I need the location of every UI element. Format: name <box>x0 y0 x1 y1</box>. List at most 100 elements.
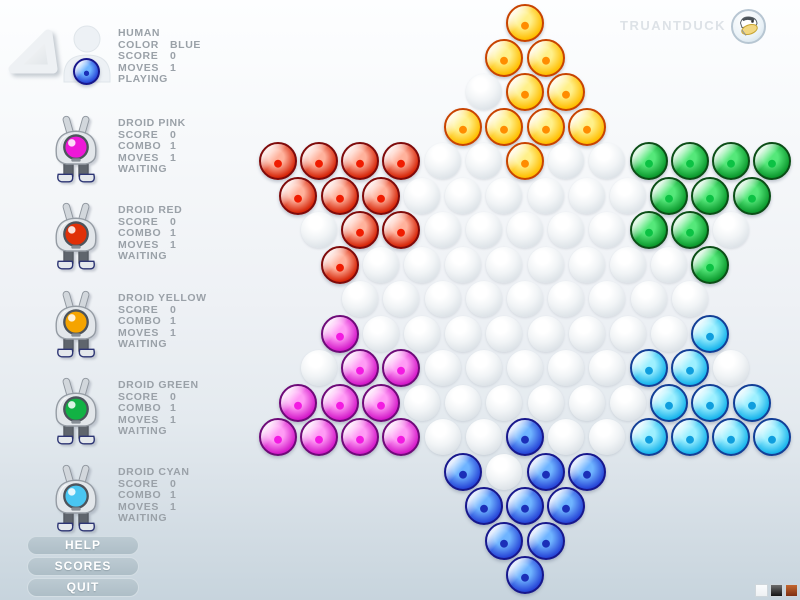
marble-yellow[interactable] <box>547 73 586 111</box>
marble-blue[interactable] <box>506 487 544 525</box>
board-hole[interactable] <box>548 281 585 317</box>
marble-yellow[interactable] <box>444 107 483 146</box>
marble-red[interactable] <box>300 142 338 180</box>
board-hole[interactable] <box>465 74 502 110</box>
board-hole[interactable] <box>486 246 523 283</box>
board-hole[interactable] <box>465 350 502 386</box>
marble-green[interactable] <box>650 176 689 215</box>
board-hole[interactable] <box>589 212 626 248</box>
board-hole[interactable] <box>445 315 482 352</box>
marble-cyan[interactable] <box>629 418 668 456</box>
marble-cyan[interactable] <box>650 383 689 422</box>
marble-magenta[interactable] <box>341 349 380 387</box>
scores-button[interactable]: SCORES <box>27 557 139 576</box>
marble-blue[interactable] <box>526 452 565 491</box>
marble-cyan[interactable] <box>691 314 730 353</box>
board-hole[interactable] <box>589 419 626 455</box>
board-hole[interactable] <box>548 419 585 455</box>
marble-red[interactable] <box>320 176 359 215</box>
board-hole[interactable] <box>568 315 605 352</box>
marble-cyan[interactable] <box>670 418 709 456</box>
board-hole[interactable] <box>548 350 585 386</box>
marble-magenta[interactable] <box>361 383 400 422</box>
board-hole[interactable] <box>548 143 585 179</box>
marble-green[interactable] <box>732 176 771 215</box>
quit-button[interactable]: QUIT <box>27 578 139 597</box>
board-hole[interactable] <box>651 315 688 352</box>
board-hole[interactable] <box>527 384 564 421</box>
back-arrow-icon[interactable] <box>6 26 60 83</box>
marble-green[interactable] <box>691 176 730 215</box>
board-hole[interactable] <box>383 281 420 317</box>
board-hole[interactable] <box>424 281 461 317</box>
board-hole[interactable] <box>342 281 379 317</box>
board-hole[interactable] <box>610 246 646 283</box>
marble-blue[interactable] <box>485 521 524 560</box>
marble-yellow[interactable] <box>567 107 606 146</box>
board-hole[interactable] <box>589 350 626 386</box>
marble-green[interactable] <box>753 142 792 180</box>
board-hole[interactable] <box>424 419 461 455</box>
marble-blue[interactable] <box>506 418 544 456</box>
marble-magenta[interactable] <box>300 418 338 456</box>
board-hole[interactable] <box>527 315 564 352</box>
marble-red[interactable] <box>341 142 380 180</box>
board-hole[interactable] <box>507 281 543 317</box>
marble-yellow[interactable] <box>485 38 524 77</box>
board-hole[interactable] <box>589 143 626 179</box>
board-hole[interactable] <box>589 281 626 317</box>
board-hole[interactable] <box>465 212 502 248</box>
marble-green[interactable] <box>629 211 668 249</box>
marble-yellow[interactable] <box>526 38 565 77</box>
board-hole[interactable] <box>713 350 749 386</box>
marble-magenta[interactable] <box>382 349 421 387</box>
board-hole[interactable] <box>404 315 440 352</box>
marble-green[interactable] <box>629 142 668 180</box>
board-hole[interactable] <box>568 246 605 283</box>
board-hole[interactable] <box>445 246 482 283</box>
marble-red[interactable] <box>279 176 318 215</box>
marble-cyan[interactable] <box>753 418 792 456</box>
board-hole[interactable] <box>713 212 749 248</box>
marble-red[interactable] <box>258 142 297 180</box>
board-hole[interactable] <box>486 177 523 214</box>
marble-blue[interactable] <box>464 487 503 525</box>
board-hole[interactable] <box>630 281 667 317</box>
board-hole[interactable] <box>507 212 543 248</box>
marble-blue[interactable] <box>526 521 565 560</box>
marble-magenta[interactable] <box>258 418 297 456</box>
marble-cyan[interactable] <box>712 418 750 456</box>
board-hole[interactable] <box>445 177 482 214</box>
marble-magenta[interactable] <box>341 418 380 456</box>
board-hole[interactable] <box>610 315 646 352</box>
marble-magenta[interactable] <box>320 383 359 422</box>
board-hole[interactable] <box>465 281 502 317</box>
board-hole[interactable] <box>507 350 543 386</box>
swatch-white[interactable] <box>755 584 768 597</box>
marble-green[interactable] <box>670 211 709 249</box>
board-hole[interactable] <box>424 143 461 179</box>
board-hole[interactable] <box>651 246 688 283</box>
board-hole[interactable] <box>568 384 605 421</box>
board-hole[interactable] <box>301 212 337 248</box>
marble-blue[interactable] <box>567 452 606 491</box>
board-hole[interactable] <box>424 350 461 386</box>
board-hole[interactable] <box>486 315 523 352</box>
help-button[interactable]: HELP <box>27 536 139 555</box>
marble-yellow[interactable] <box>526 107 565 146</box>
marble-yellow[interactable] <box>506 142 544 180</box>
board-hole[interactable] <box>404 384 440 421</box>
board-hole[interactable] <box>486 453 523 490</box>
board-hole[interactable] <box>404 177 440 214</box>
board-hole[interactable] <box>568 177 605 214</box>
marble-cyan[interactable] <box>691 383 730 422</box>
marble-green[interactable] <box>712 142 750 180</box>
marble-magenta[interactable] <box>320 314 359 353</box>
board-hole[interactable] <box>671 281 708 317</box>
board-hole[interactable] <box>486 384 523 421</box>
marble-cyan[interactable] <box>732 383 771 422</box>
board-hole[interactable] <box>301 350 337 386</box>
board-hole[interactable] <box>465 419 502 455</box>
swatch-black[interactable] <box>770 584 783 597</box>
marble-magenta[interactable] <box>279 383 318 422</box>
